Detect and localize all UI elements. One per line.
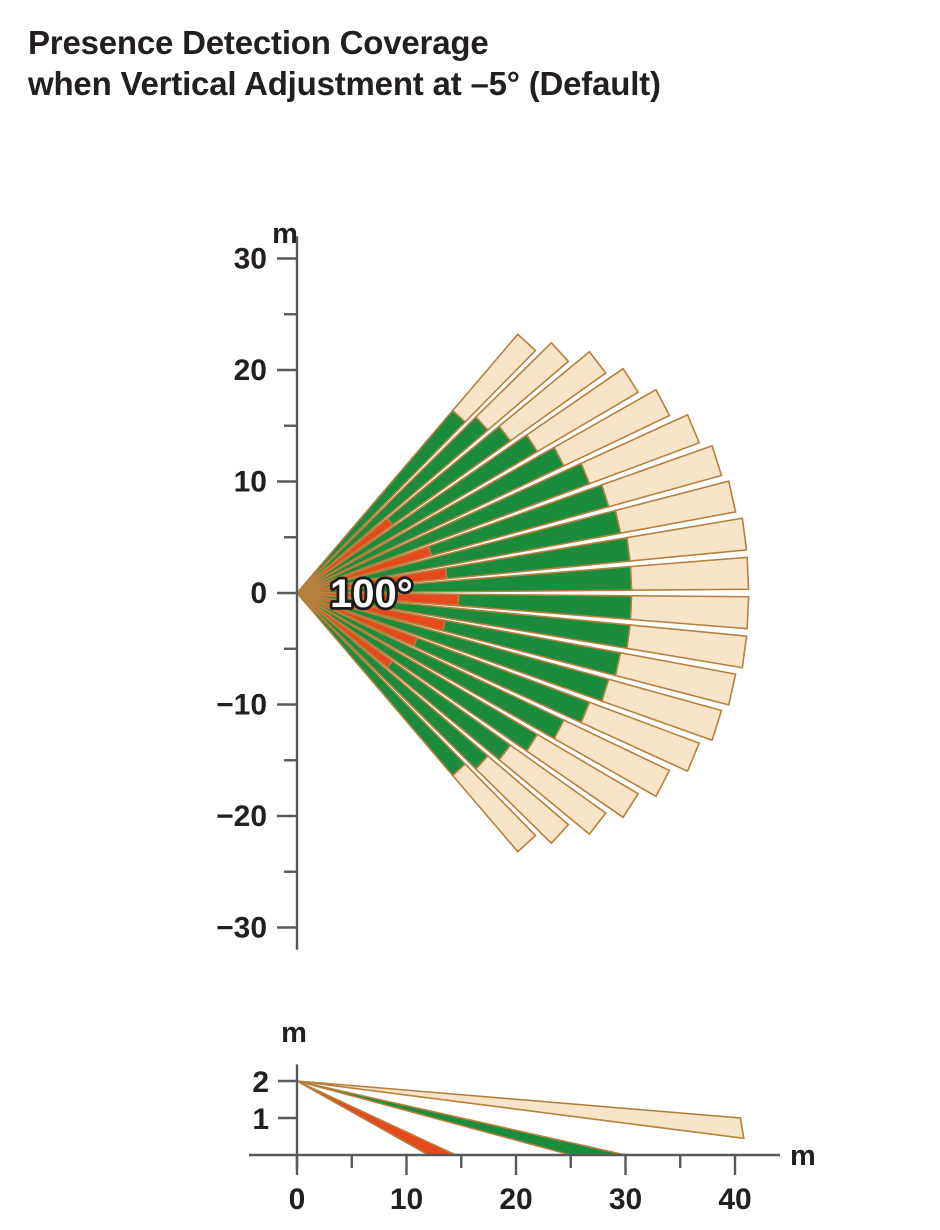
beam-segment-mid-range xyxy=(296,592,631,650)
beam-segment-mid-range xyxy=(296,592,539,753)
profile-axes: 0 10 20 30 40 1 2 xyxy=(249,1064,780,1216)
polar-tick-label: 20 xyxy=(234,354,267,387)
coverage-beam xyxy=(296,333,537,594)
coverage-beam xyxy=(296,592,671,798)
beam-segment-mid-range xyxy=(296,592,565,740)
beam-segment-short-range xyxy=(296,517,394,594)
beam-segment-mid-range xyxy=(296,509,622,594)
polar-tick-label: 30 xyxy=(234,243,267,276)
coverage-beam xyxy=(296,388,671,594)
coverage-beam xyxy=(296,517,748,594)
polar-tick-label: 10 xyxy=(234,466,267,499)
beam-segment-mid-range xyxy=(296,446,565,594)
polar-tick-label: −20 xyxy=(216,800,267,833)
beam-segment-mid-range xyxy=(296,565,633,594)
green-wedge xyxy=(296,1080,626,1156)
coverage-beam xyxy=(296,592,701,773)
coverage-beam xyxy=(296,592,748,669)
coverage-beam xyxy=(296,556,750,594)
beam-segment-mid-range xyxy=(296,462,591,594)
beam-segment-mid-range xyxy=(296,592,610,703)
beam-segment-short-range xyxy=(296,592,394,669)
title-line-2: when Vertical Adjustment at –5° (Default… xyxy=(28,65,661,102)
profile-y-unit-label: m xyxy=(281,1017,307,1049)
coverage-beam xyxy=(296,444,723,594)
polar-tick-label: 0 xyxy=(250,577,267,610)
beam-segment-short-range xyxy=(296,567,448,594)
coverage-beam xyxy=(296,592,640,819)
beam-segment-mid-range xyxy=(296,433,539,594)
profile-y-tick-label: 1 xyxy=(252,1103,269,1136)
coverage-beam xyxy=(296,413,701,594)
profile-x-tick-label: 0 xyxy=(289,1183,306,1216)
coverage-beam xyxy=(296,592,570,845)
profile-x-tick-label: 30 xyxy=(609,1183,642,1216)
coverage-beam xyxy=(296,341,570,594)
coverage-beam xyxy=(296,592,607,836)
coverage-beam xyxy=(296,480,737,594)
profile-x-unit-label: m xyxy=(790,1140,816,1172)
coverage-beam xyxy=(296,367,640,594)
profile-x-tick-label: 10 xyxy=(390,1183,423,1216)
polar-tick-label: −10 xyxy=(216,689,267,722)
coverage-beam xyxy=(296,592,750,630)
field-of-view-label: 100° xyxy=(330,572,413,616)
beam-group xyxy=(296,333,750,853)
polar-tick-label: −30 xyxy=(216,912,267,945)
profile-x-tick-label: 20 xyxy=(499,1183,532,1216)
profile-wedge-group xyxy=(296,1080,745,1156)
beam-segment-short-range xyxy=(296,545,433,594)
beam-segment-mid-range xyxy=(296,592,489,771)
coverage-beam xyxy=(296,350,607,594)
profile-y-tick-label: 2 xyxy=(252,1066,269,1099)
coverage-beam xyxy=(296,592,537,853)
beam-segment-mid-range xyxy=(296,415,489,594)
polar-y-axis: −30 −20 −10 0 10 20 30 xyxy=(216,236,299,950)
beam-segment-short-range xyxy=(296,592,419,648)
beam-segment-mid-range xyxy=(296,592,467,777)
title-line-1: Presence Detection Coverage xyxy=(28,24,489,61)
polar-y-unit-label: m xyxy=(272,218,298,250)
page-title: Presence Detection Coverage when Vertica… xyxy=(28,22,928,104)
polar-coverage-chart: −30 −20 −10 0 10 20 30 m 100° xyxy=(216,218,750,950)
beam-segment-mid-range xyxy=(296,409,467,594)
coverage-beam xyxy=(296,592,723,742)
profile-x-tick-label: 40 xyxy=(718,1183,751,1216)
cream-wedge xyxy=(296,1080,745,1140)
